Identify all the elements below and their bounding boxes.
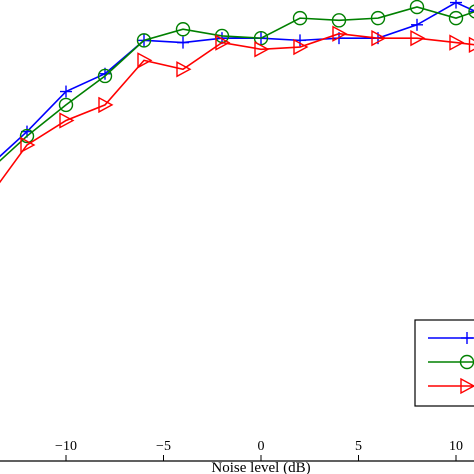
- x-tick-label: 10: [449, 439, 463, 454]
- data-point-triangle: [176, 61, 192, 78]
- data-point-plus: [411, 18, 423, 31]
- x-tick-label: 5: [355, 439, 362, 454]
- data-point-triangle: [371, 29, 387, 47]
- data-point-triangle: [215, 34, 231, 51]
- data-point-circle: [253, 30, 269, 46]
- plot-area: [0, 0, 474, 184]
- x-axis-ticks: −10 −5 0 5 10: [55, 439, 463, 461]
- data-point-plus: [461, 332, 473, 344]
- data-point-circle: [370, 10, 386, 26]
- data-point-circle: [19, 128, 35, 144]
- data-point-circle: [136, 33, 152, 48]
- legend-entry: [428, 332, 474, 344]
- series-line: [0, 32, 474, 184]
- data-point-plus: [177, 36, 189, 49]
- data-point-triangle: [98, 96, 114, 114]
- data-point-circle: [97, 68, 113, 84]
- x-tick-label: −5: [156, 439, 171, 454]
- series-3: [0, 25, 474, 184]
- data-point-plus: [60, 85, 72, 98]
- data-point-circle: [409, 0, 425, 15]
- data-point-circle: [448, 10, 464, 26]
- data-point-triangle: [460, 377, 474, 395]
- data-point-circle: [468, 4, 474, 19]
- data-point-plus: [450, 0, 462, 9]
- data-point-triangle: [59, 112, 75, 129]
- data-point-circle: [58, 97, 74, 113]
- data-point-triangle: [293, 38, 309, 56]
- data-point-triangle: [20, 136, 36, 154]
- series-1: [0, 0, 474, 158]
- data-point-triangle: [254, 41, 270, 58]
- data-point-triangle: [410, 29, 426, 47]
- data-point-triangle: [332, 25, 348, 42]
- data-point-triangle: [137, 52, 153, 69]
- data-point-plus: [469, 10, 474, 13]
- series-line: [0, 1, 474, 158]
- legend-entry: [428, 377, 474, 395]
- data-point-circle: [331, 13, 347, 28]
- x-tick-label: −10: [55, 439, 77, 454]
- data-point-triangle: [449, 34, 465, 51]
- legend: [414, 319, 474, 407]
- data-point-circle: [175, 22, 191, 37]
- x-axis-title: Noise level (dB): [211, 460, 310, 474]
- legend-box: [414, 319, 474, 407]
- data-point-circle: [292, 10, 308, 26]
- x-tick-label: 0: [258, 439, 265, 454]
- data-point-triangle: [468, 36, 474, 53]
